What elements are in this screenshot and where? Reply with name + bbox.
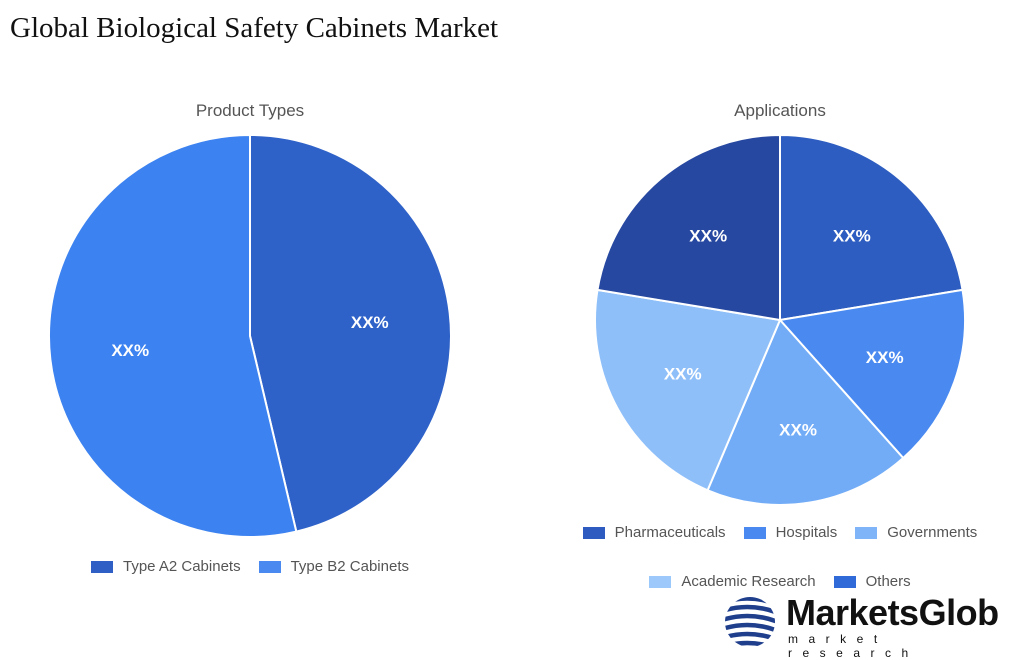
chart-title-applications: Applications — [734, 101, 826, 120]
pie-slice-type-a2-cabinets[interactable] — [249, 133, 453, 533]
legend-label: Others — [865, 573, 911, 590]
data-label: XX% — [664, 364, 702, 383]
legend-label: Pharmaceuticals — [614, 524, 726, 541]
logo-tagline: market research — [788, 632, 919, 660]
legend-item[interactable]: Type A2 Cabinets — [91, 558, 241, 575]
legend-item[interactable]: Governments — [855, 524, 977, 541]
data-label: XX% — [866, 348, 904, 367]
chart-title-product-types: Product Types — [195, 101, 305, 120]
marketsglob-logo: MarketsGlob market research — [724, 592, 1024, 660]
pie-slice-academic-research[interactable] — [594, 288, 782, 492]
pie-slice-governments[interactable] — [706, 318, 905, 506]
page-title: Global Biological Safety Cabinets Market — [10, 12, 499, 44]
legend-swatch — [649, 575, 672, 588]
pie-slice-type-b2-cabinets[interactable] — [48, 133, 298, 538]
globe-icon — [725, 597, 775, 647]
legend-swatch — [91, 560, 113, 573]
legend-product-types: Type A2 Cabinets Type B2 Cabinets — [20, 558, 480, 575]
legend-item[interactable]: Type B2 Cabinets — [258, 558, 409, 575]
legend-item[interactable]: Others — [833, 573, 911, 590]
data-label: XX% — [111, 341, 149, 360]
pie-slice-pharmaceuticals[interactable] — [779, 133, 964, 322]
logo-name: MarketsGlob — [786, 592, 999, 633]
legend-label: Hospitals — [775, 524, 838, 541]
legend-swatch — [582, 526, 605, 539]
legend-swatch — [855, 526, 878, 539]
data-label: XX% — [689, 226, 727, 245]
pie-slice-hospitals[interactable] — [778, 288, 966, 460]
pie-slice-others[interactable] — [596, 133, 781, 322]
data-label: XX% — [779, 421, 817, 440]
legend-applications: Pharmaceuticals Hospitals Governments Acade… — [550, 524, 1010, 590]
legend-item[interactable]: Academic Research — [649, 573, 816, 590]
legend-swatch — [258, 560, 281, 573]
legend-item[interactable]: Pharmaceuticals — [582, 524, 726, 541]
legend-swatch — [833, 575, 856, 588]
legend-item[interactable]: Hospitals — [743, 524, 838, 541]
legend-label: Type B2 Cabinets — [290, 558, 409, 575]
legend-swatch — [743, 526, 766, 539]
legend-label: Academic Research — [681, 573, 816, 590]
legend-label: Governments — [887, 524, 978, 541]
data-label: XX% — [833, 226, 871, 245]
data-label: XX% — [351, 313, 389, 332]
legend-label: Type A2 Cabinets — [123, 558, 241, 575]
